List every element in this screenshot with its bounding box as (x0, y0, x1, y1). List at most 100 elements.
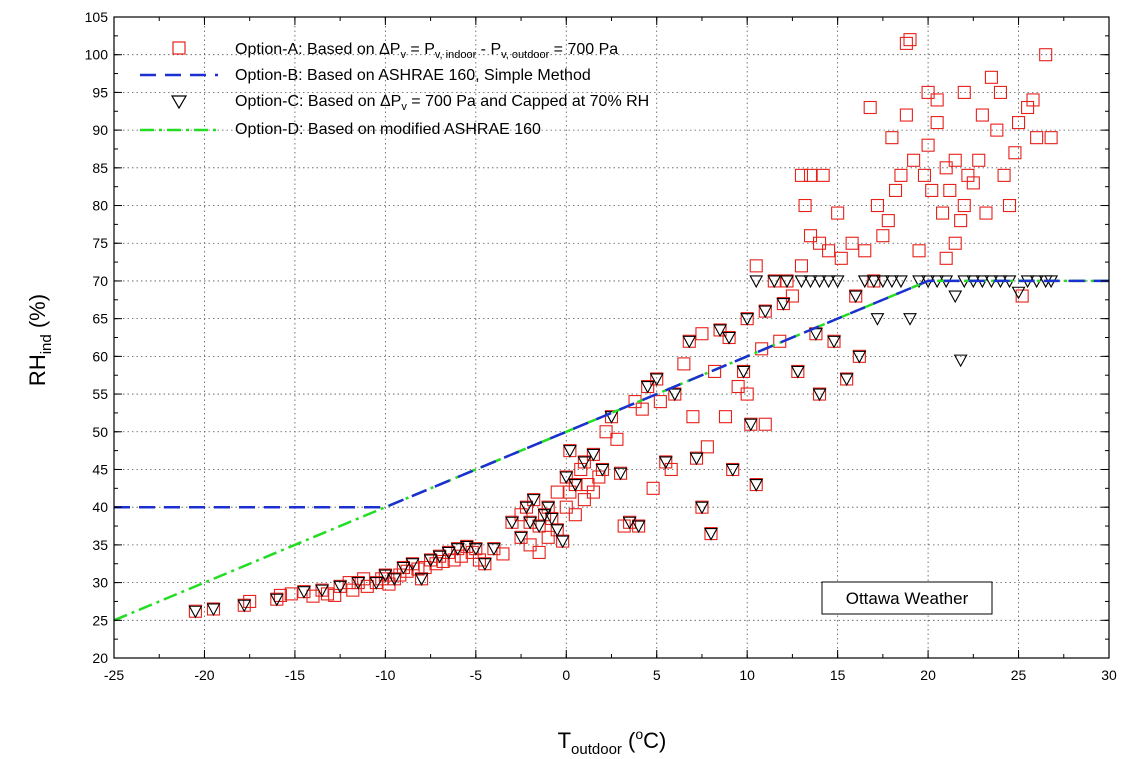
option-c-point (725, 463, 740, 477)
option-a-point (876, 229, 890, 243)
y-tick-label: 70 (92, 273, 108, 289)
option-a-point (858, 244, 872, 258)
option-c-point (468, 543, 483, 556)
option-c-point (523, 516, 538, 530)
option-c-point (269, 593, 284, 607)
option-a-point (357, 572, 371, 586)
y-tick-label: 75 (92, 235, 108, 251)
option-a-point (360, 579, 374, 593)
y-tick-label: 95 (92, 84, 108, 100)
option-a-point (943, 183, 957, 197)
option-a-point (1039, 48, 1053, 62)
y-tick-label: 85 (92, 160, 108, 176)
y-axis-title: RHind (%) (25, 294, 55, 386)
annotation-text: Ottawa Weather (846, 589, 969, 608)
option-c-point (631, 520, 646, 534)
option-a-point (1015, 289, 1029, 303)
option-a-point (803, 229, 818, 243)
option-c-point (812, 388, 827, 402)
option-c-point (794, 275, 809, 289)
x-axis-title-paren: ( (622, 728, 636, 753)
option-a-point (863, 100, 877, 115)
option-c-point (423, 554, 438, 568)
option-a-point (921, 85, 935, 99)
option-a-point (954, 214, 968, 228)
legend-c-part4: = 700 Pa and Capped at 70% RH (407, 93, 649, 110)
option-a-point (939, 161, 953, 175)
option-c-point (414, 573, 429, 586)
option-c-point (767, 275, 782, 289)
option-a-point (1011, 116, 1026, 130)
option-c-point (550, 524, 565, 537)
option-a-point (700, 440, 714, 454)
option-c-point (450, 543, 465, 556)
y-tick-label: 100 (85, 47, 109, 63)
option-c-point (351, 577, 366, 590)
option-a-point (586, 485, 600, 499)
option-c-point (803, 275, 818, 289)
option-c-point (405, 558, 420, 571)
legend-c-part3: v (401, 101, 407, 113)
x-tick-label: -25 (104, 667, 124, 683)
option-a-point (993, 85, 1008, 99)
option-a-point (939, 251, 953, 265)
option-a-point (834, 251, 848, 265)
y-axis-title-sub: ind (38, 334, 55, 354)
legend-a-part6: - P (476, 41, 501, 58)
option-c-point (237, 599, 252, 613)
y-tick-label: 60 (92, 348, 108, 364)
option-c-point (541, 501, 556, 515)
option-a-point (617, 519, 631, 533)
option-a-point (798, 198, 812, 213)
x-tick-label: -5 (470, 667, 483, 683)
option-c-point (586, 448, 601, 462)
x-axis-title-unit: C) (643, 728, 666, 753)
option-c-point (830, 275, 845, 289)
x-tick-label: 15 (830, 667, 846, 683)
option-a-point (899, 108, 913, 122)
option-c-point (378, 569, 393, 583)
x-axis-title-sup: o (635, 726, 643, 742)
option-c-point (459, 540, 474, 554)
option-c-point (812, 275, 827, 289)
legend-a-part3: v (400, 49, 406, 61)
option-a-point (563, 485, 577, 499)
x-axis-title-sub: outdoor (571, 741, 622, 758)
option-a-point (447, 553, 461, 567)
option-a-point (708, 364, 722, 378)
legend-a-part2: ΔP (379, 41, 400, 58)
legend-a-part1: Option-A: Based on (235, 41, 379, 58)
option-a-point (574, 462, 588, 477)
option-a-point (320, 587, 335, 601)
option-a-point (1030, 131, 1044, 145)
option-a-point (749, 259, 763, 273)
option-a-point (429, 557, 443, 571)
option-c-point (369, 577, 384, 590)
option-c-point (604, 411, 619, 424)
y-tick-label: 80 (92, 198, 108, 214)
option-a-point (972, 153, 986, 167)
y-tick-label: 105 (85, 9, 109, 25)
y-tick-label: 50 (92, 424, 108, 440)
option-c-point (333, 580, 348, 594)
option-c-point (866, 275, 881, 289)
legend-c-part1: Option-C: Based on (235, 93, 380, 110)
option-c-point (704, 528, 718, 541)
option-a-point (936, 206, 950, 220)
option-c-point (315, 584, 329, 598)
option-c-point (577, 456, 592, 470)
legend-a-part5: v, indoor (435, 49, 477, 61)
option-a-point (284, 587, 298, 601)
option-c-point (689, 452, 704, 466)
option-c-point (848, 290, 863, 304)
option-c-point (903, 313, 917, 326)
legend-marker-a (172, 41, 186, 55)
option-a-point (646, 481, 660, 495)
option-a-point (957, 85, 971, 99)
option-c-point (649, 373, 664, 387)
option-c-point (477, 558, 492, 571)
option-a-point (610, 432, 624, 446)
option-c-point (1011, 286, 1026, 300)
option-a-point (930, 93, 944, 107)
